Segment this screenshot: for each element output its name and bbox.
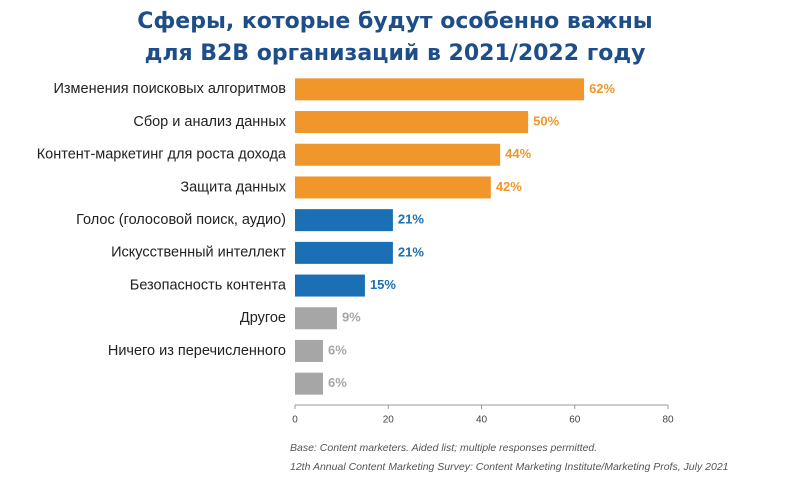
category-label: Искусственный интеллект <box>111 245 286 261</box>
bar <box>295 241 393 264</box>
value-label: 62% <box>589 81 615 96</box>
x-tick-label: 40 <box>476 415 488 426</box>
bar <box>295 143 501 166</box>
chart-title: Сферы, которые будут особенно важны <box>137 9 652 34</box>
bar <box>295 78 585 101</box>
chart-title: для B2B организаций в 2021/2022 году <box>145 41 646 66</box>
category-label: Голос (голосовой поиск, аудио) <box>76 212 286 228</box>
value-label: 50% <box>533 113 559 128</box>
value-label: 42% <box>496 179 522 194</box>
note: Base: Content marketers. Aided list; mul… <box>290 442 597 454</box>
value-label: 21% <box>398 244 424 259</box>
x-tick-label: 0 <box>292 415 298 426</box>
category-label: Ничего из перечисленного <box>108 343 286 359</box>
bar <box>295 111 529 134</box>
value-label: 44% <box>505 146 531 161</box>
category-label: Контент-маркетинг для роста дохода <box>37 147 287 163</box>
value-label: 15% <box>370 277 396 292</box>
category-label: Безопасность контента <box>130 277 287 293</box>
x-tick-label: 20 <box>383 415 395 426</box>
bar <box>295 307 337 330</box>
value-label: 9% <box>342 310 361 325</box>
bar <box>295 274 365 297</box>
value-label: 6% <box>328 375 347 390</box>
category-label: Защита данных <box>180 179 286 195</box>
value-label: 21% <box>398 212 424 227</box>
bar <box>295 339 323 362</box>
value-label: 6% <box>328 342 347 357</box>
x-tick-label: 60 <box>569 415 581 426</box>
bar <box>295 176 491 199</box>
bar <box>295 372 323 395</box>
x-tick-label: 80 <box>662 415 674 426</box>
category-label: Изменения поисковых алгоритмов <box>53 81 286 97</box>
note: 12th Annual Content Marketing Survey: Co… <box>290 461 729 473</box>
bar <box>295 209 393 232</box>
category-label: Другое <box>240 310 286 326</box>
category-label: Сбор и анализ данных <box>133 114 286 130</box>
